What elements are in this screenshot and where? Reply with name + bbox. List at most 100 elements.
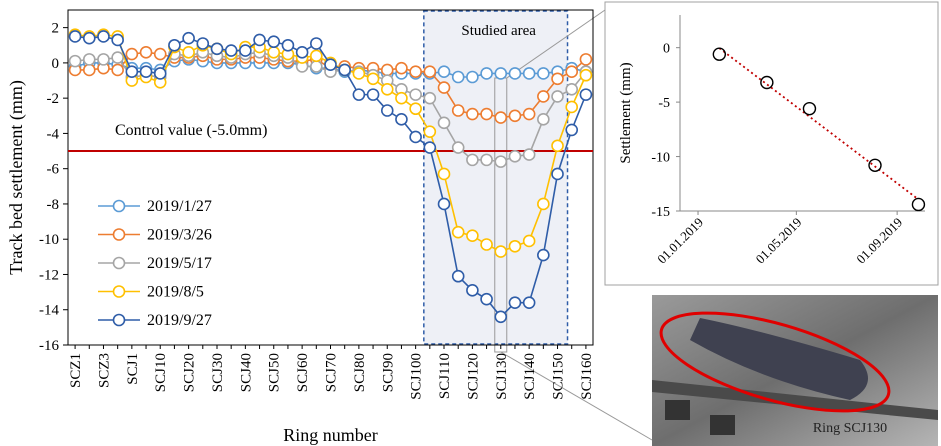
point: [509, 297, 520, 308]
point: [240, 45, 251, 56]
point: [254, 34, 265, 45]
x-tick-label: SCJ1: [125, 353, 141, 385]
x-tick-label: SCJ140: [522, 353, 538, 400]
point: [453, 142, 464, 153]
point: [566, 84, 577, 95]
point: [84, 64, 95, 75]
point: [439, 168, 450, 179]
point: [98, 54, 109, 65]
point: [268, 36, 279, 47]
point: [169, 40, 180, 51]
point: [509, 151, 520, 162]
point: [84, 33, 95, 44]
point: [141, 47, 152, 58]
point: [481, 294, 492, 305]
x-tick-label: SCJ100: [409, 353, 425, 400]
point: [495, 311, 506, 322]
point: [481, 109, 492, 120]
control-label: Control value (-5.0mm): [115, 122, 267, 139]
point: [566, 124, 577, 135]
point: [453, 72, 464, 83]
point: [183, 33, 194, 44]
photo: Ring SCJ130: [651, 293, 938, 446]
point: [538, 114, 549, 125]
point: [155, 49, 166, 60]
point: [439, 82, 450, 93]
y-tick-label: 2: [52, 21, 60, 37]
point: [467, 72, 478, 83]
point: [410, 131, 421, 142]
point: [112, 64, 123, 75]
point: [424, 93, 435, 104]
point: [424, 66, 435, 77]
legend-label: 2019/8/5: [147, 284, 204, 301]
point: [112, 34, 123, 45]
y-tick-label: 0: [52, 56, 60, 72]
y-axis-title: Track bed settlement (mm): [6, 80, 27, 275]
point: [495, 156, 506, 167]
point: [70, 31, 81, 42]
point: [325, 59, 336, 70]
point: [467, 285, 478, 296]
x-tick-label: SCZ3: [96, 353, 112, 388]
legend-marker: [114, 315, 125, 326]
x-tick-label: SCJ120: [465, 353, 481, 400]
point: [495, 246, 506, 257]
legend-marker: [114, 258, 125, 269]
x-tick-label: SCJ20: [182, 353, 198, 392]
y-tick-label: -14: [39, 303, 59, 319]
point: [538, 91, 549, 102]
point: [552, 168, 563, 179]
point: [126, 66, 137, 77]
point: [524, 149, 535, 160]
point: [524, 109, 535, 120]
y-tick-label: -8: [47, 197, 60, 213]
point: [509, 241, 520, 252]
photo-caption: Ring SCJ130: [813, 421, 887, 436]
y-tick-label: -2: [47, 91, 60, 107]
point: [424, 142, 435, 153]
point: [524, 68, 535, 79]
y-tick-label: -15: [651, 205, 670, 220]
point: [509, 68, 520, 79]
point: [226, 45, 237, 56]
x-tick-label: SCJ130: [494, 353, 510, 400]
point: [396, 63, 407, 74]
x-tick-label: SCZ1: [68, 353, 84, 388]
point: [396, 93, 407, 104]
point: [155, 68, 166, 79]
point: [382, 105, 393, 116]
x-axis-title: Ring number: [283, 425, 378, 445]
point: [70, 56, 81, 67]
point: [410, 66, 421, 77]
point: [424, 126, 435, 137]
x-tick-label: SCJ60: [295, 353, 311, 392]
photo-slot: [665, 400, 690, 420]
point: [382, 84, 393, 95]
point: [552, 91, 563, 102]
x-tick-label: SCJ110: [437, 353, 453, 399]
y-tick-label: -16: [39, 338, 59, 354]
point: [552, 73, 563, 84]
point: [552, 140, 563, 151]
y-tick-label: -12: [39, 267, 59, 283]
point: [126, 49, 137, 60]
point: [481, 154, 492, 165]
x-tick-label: SCJ150: [551, 353, 567, 400]
point: [481, 68, 492, 79]
point: [197, 38, 208, 49]
point: [453, 105, 464, 116]
point: [297, 47, 308, 58]
point: [410, 89, 421, 100]
legend-label: 2019/3/26: [147, 227, 212, 244]
legend-marker: [114, 286, 125, 297]
y-tick-label: -5: [658, 96, 670, 111]
y-tick-label: -6: [47, 162, 60, 178]
point: [467, 230, 478, 241]
point: [141, 66, 152, 77]
point: [368, 89, 379, 100]
studied-area-label: Studied area: [461, 23, 536, 39]
point: [580, 54, 591, 65]
x-tick-label: SCJ160: [579, 353, 595, 400]
y-tick-label: -10: [651, 151, 670, 166]
